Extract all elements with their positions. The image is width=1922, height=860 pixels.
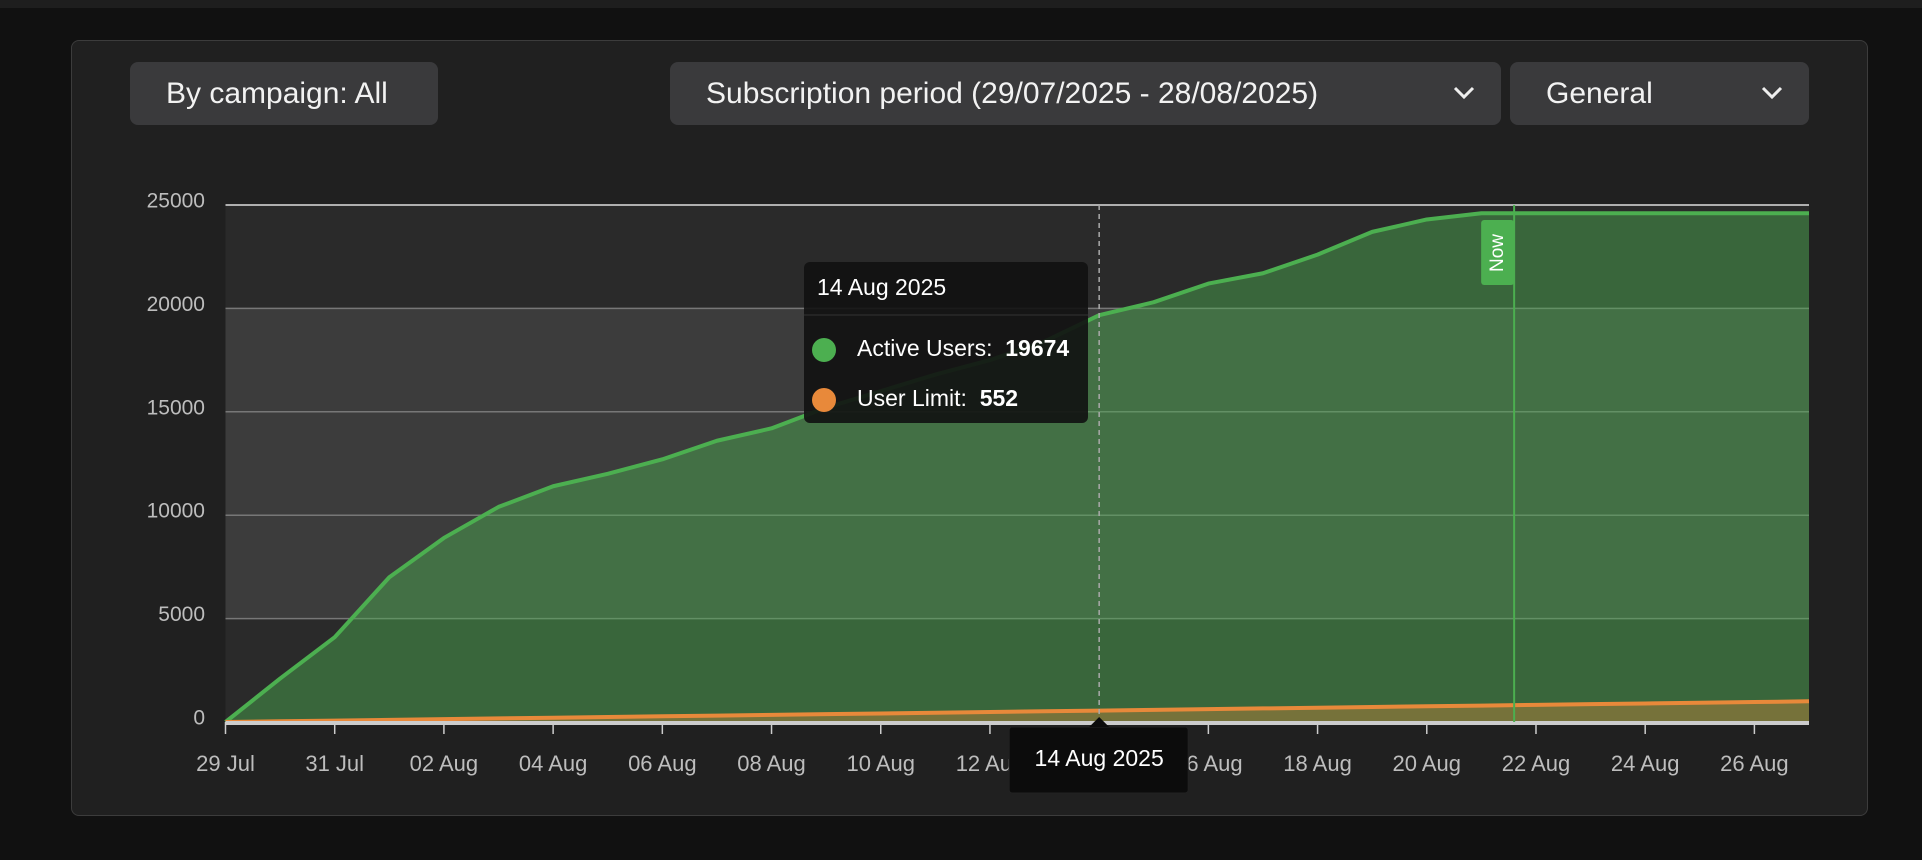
line xyxy=(225,699,1810,724)
crosshair-pointer xyxy=(1089,717,1110,727)
y-tick-label: 5000 xyxy=(158,603,205,626)
tooltip-colon: : xyxy=(961,385,980,411)
x-tick-label: 31 Jul xyxy=(305,751,364,776)
tooltip-row: Active Users: 19674 xyxy=(857,335,1069,361)
chevron xyxy=(1761,86,1783,100)
now-label: Now xyxy=(1487,234,1508,272)
tooltip-swatch xyxy=(812,388,836,412)
tooltip-series-name: User Limit xyxy=(857,385,961,411)
chevron xyxy=(1453,86,1475,100)
period-select[interactable]: Subscription period (29/07/2025 - 28/08/… xyxy=(670,62,1501,125)
period-text: Subscription period (29/07/2025 - 28/08/… xyxy=(706,77,1319,110)
y-tick-label: 20000 xyxy=(147,293,205,316)
x-tick-label: 02 Aug xyxy=(410,751,479,776)
x-tick-label: 26 Aug xyxy=(1720,751,1789,776)
x-tick-label: 20 Aug xyxy=(1393,751,1462,776)
x-tick-label: 10 Aug xyxy=(846,751,915,776)
x-tick-label: 08 Aug xyxy=(737,751,806,776)
tooltip-title: 14 Aug 2025 xyxy=(817,274,946,300)
x-tick-label: 04 Aug xyxy=(519,751,588,776)
tooltip-swatch xyxy=(812,338,836,362)
y-tick-label: 10000 xyxy=(147,500,205,523)
top-bar xyxy=(0,0,1922,8)
y-tick-label: 25000 xyxy=(147,190,205,213)
tooltip-value: 552 xyxy=(980,385,1018,411)
tooltip-box xyxy=(804,262,1088,423)
tooltip-series-name: Active Users xyxy=(857,335,986,361)
x-tick-label: 29 Jul xyxy=(196,751,255,776)
crosshair-label: 14 Aug 2025 xyxy=(1035,745,1164,771)
view-text: General xyxy=(1546,77,1653,110)
x-tick-label: 06 Aug xyxy=(628,751,697,776)
campaign-filter[interactable]: By campaign: All xyxy=(130,62,438,125)
x-tick-label: 24 Aug xyxy=(1611,751,1680,776)
tooltip-value: 19674 xyxy=(1005,335,1069,361)
x-tick-label: 22 Aug xyxy=(1502,751,1571,776)
y-tick-label: 0 xyxy=(193,707,205,730)
now-badge xyxy=(1481,220,1515,285)
x-tick-label: 18 Aug xyxy=(1283,751,1352,776)
tooltip-colon: : xyxy=(986,335,1005,361)
y-tick-label: 15000 xyxy=(147,396,205,419)
area-fill xyxy=(225,213,1809,722)
view-select[interactable]: General xyxy=(1510,62,1809,125)
tooltip-row: User Limit: 552 xyxy=(857,385,1018,411)
